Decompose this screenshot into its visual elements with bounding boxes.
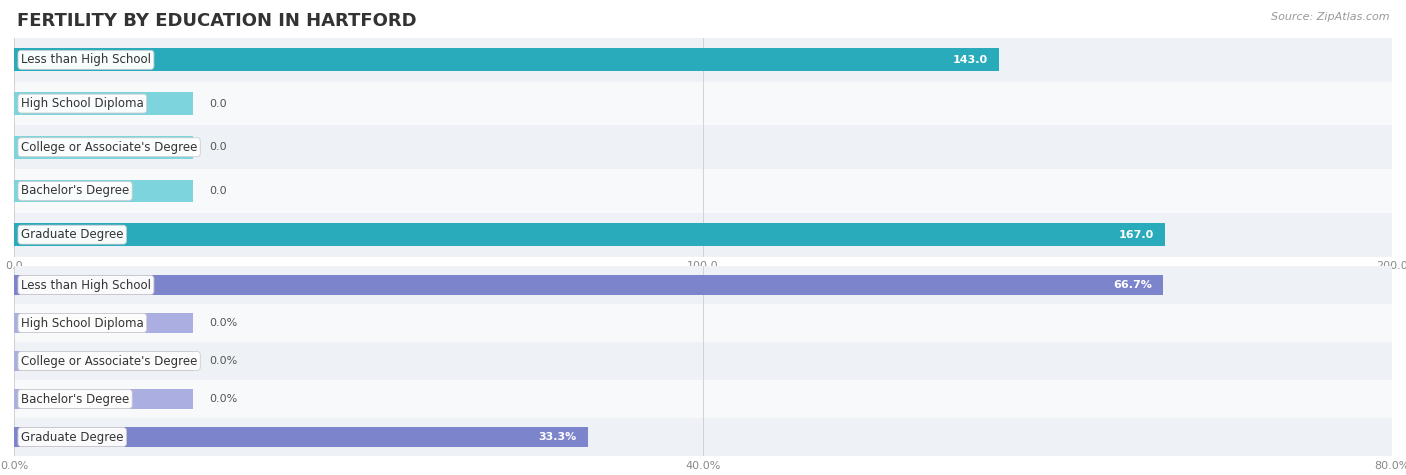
Bar [14, 389, 193, 409]
Bar [14, 38, 1392, 82]
Bar [14, 313, 193, 333]
Text: 0.0: 0.0 [209, 186, 228, 196]
Bar [14, 213, 1392, 256]
Text: Less than High School: Less than High School [21, 53, 150, 67]
Bar [14, 275, 1163, 295]
Text: 33.3%: 33.3% [538, 432, 576, 442]
Bar [14, 223, 1164, 246]
Text: Source: ZipAtlas.com: Source: ZipAtlas.com [1271, 12, 1389, 22]
Bar [14, 304, 1392, 342]
Text: Bachelor's Degree: Bachelor's Degree [21, 184, 129, 198]
Text: 0.0%: 0.0% [209, 356, 238, 366]
Bar [14, 82, 1392, 125]
Text: Graduate Degree: Graduate Degree [21, 228, 124, 241]
Text: Less than High School: Less than High School [21, 278, 150, 292]
Text: 0.0: 0.0 [209, 98, 228, 109]
Text: FERTILITY BY EDUCATION IN HARTFORD: FERTILITY BY EDUCATION IN HARTFORD [17, 12, 416, 30]
Bar [14, 427, 588, 447]
Text: 0.0: 0.0 [209, 142, 228, 152]
Text: Graduate Degree: Graduate Degree [21, 430, 124, 444]
Text: 0.0%: 0.0% [209, 394, 238, 404]
Text: 143.0: 143.0 [953, 55, 988, 65]
Text: College or Associate's Degree: College or Associate's Degree [21, 141, 197, 154]
Bar [14, 48, 1000, 71]
Text: College or Associate's Degree: College or Associate's Degree [21, 354, 197, 368]
Bar [14, 92, 193, 115]
Bar [14, 180, 193, 202]
Text: High School Diploma: High School Diploma [21, 97, 143, 110]
Bar [14, 266, 1392, 304]
Bar [14, 351, 193, 371]
Text: 0.0%: 0.0% [209, 318, 238, 328]
Bar [14, 380, 1392, 418]
Bar [14, 418, 1392, 456]
Bar [14, 342, 1392, 380]
Text: High School Diploma: High School Diploma [21, 316, 143, 330]
Bar [14, 169, 1392, 213]
Text: 66.7%: 66.7% [1114, 280, 1152, 290]
Bar [14, 136, 193, 159]
Text: Bachelor's Degree: Bachelor's Degree [21, 392, 129, 406]
Text: 167.0: 167.0 [1118, 229, 1153, 240]
Bar [14, 125, 1392, 169]
